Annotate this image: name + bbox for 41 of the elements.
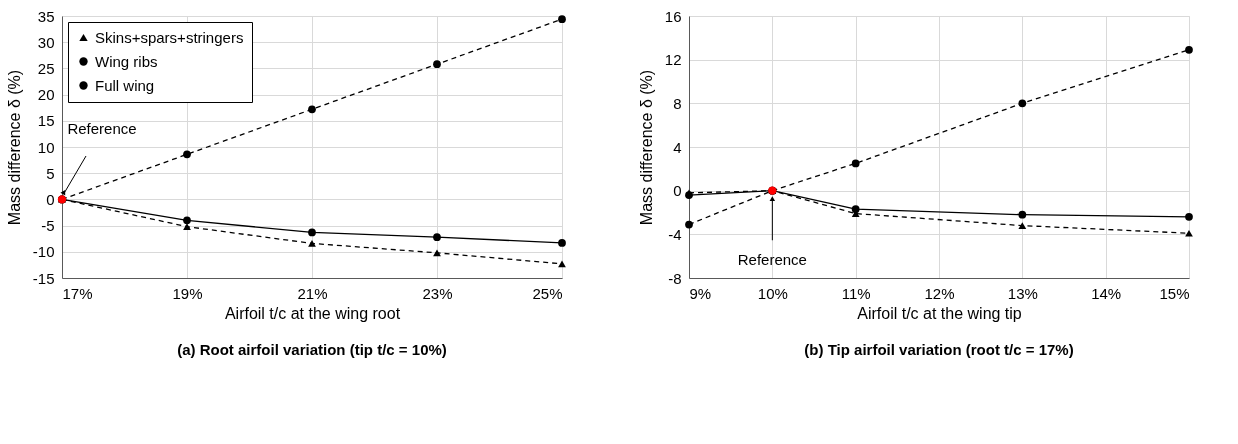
y-tick-label: 15: [37, 112, 55, 130]
x-tick-label: 13%: [1007, 284, 1038, 302]
x-tick-label: 25%: [532, 284, 563, 302]
annotation: Reference: [67, 120, 137, 138]
y-axis-title: Mass difference δ (%): [637, 69, 655, 226]
legend-label: Skins+spars+stringers: [95, 28, 244, 46]
x-tick-label: 10%: [757, 284, 788, 302]
x-tick-label: 14%: [1091, 284, 1122, 302]
y-tick-label: 4: [673, 138, 682, 156]
y-tick-label: -4: [668, 225, 682, 243]
y-tick-label: -10: [32, 243, 55, 261]
x-axis-title: Airfoil t/c at the wing root: [224, 304, 401, 322]
x-axis-title: Airfoil t/c at the wing tip: [857, 304, 1022, 322]
y-tick-label: 8: [673, 94, 682, 112]
y-tick-label: 16: [664, 7, 682, 25]
y-tick-label: -15: [32, 269, 55, 287]
y-tick-label: 10: [37, 138, 55, 156]
x-tick-label: 17%: [62, 284, 93, 302]
y-tick-label: 0: [673, 182, 682, 200]
text: (b) Tip airfoil variation (root t/c = 17%): [804, 341, 1074, 358]
y-tick-label: 0: [46, 190, 55, 208]
legend-label: Wing ribs: [95, 52, 158, 70]
y-tick-label: 12: [664, 51, 682, 69]
x-tick-label: 11%: [841, 284, 871, 302]
x-tick-label: 21%: [297, 284, 328, 302]
text: (a) Root airfoil variation (tip t/c = 10%): [177, 341, 447, 358]
x-tick-label: 23%: [422, 284, 453, 302]
x-tick-label: 19%: [172, 284, 203, 302]
x-tick-label: 12%: [924, 284, 955, 302]
y-tick-label: 35: [37, 7, 55, 25]
x-tick-label: 15%: [1159, 284, 1190, 302]
y-tick-label: 30: [37, 33, 55, 51]
x-tick-label: 9%: [689, 284, 712, 302]
y-tick-label: -8: [668, 269, 682, 287]
legend-label: Full wing: [95, 76, 155, 94]
annotation: Reference: [737, 250, 807, 268]
y-axis-title: Mass difference δ (%): [5, 69, 23, 226]
y-tick-label: -5: [41, 217, 55, 235]
y-tick-label: 5: [46, 164, 55, 182]
y-tick-label: 20: [37, 86, 55, 104]
y-tick-label: 25: [37, 59, 55, 77]
